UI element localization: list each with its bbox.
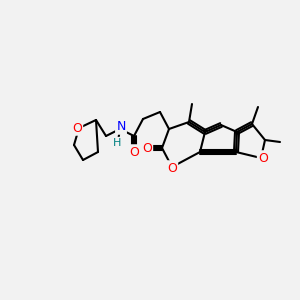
Text: N: N [116, 121, 126, 134]
Text: O: O [129, 146, 139, 158]
Text: O: O [142, 142, 152, 154]
Text: H: H [113, 138, 121, 148]
Text: O: O [167, 161, 177, 175]
Text: O: O [258, 152, 268, 164]
Text: O: O [72, 122, 82, 134]
